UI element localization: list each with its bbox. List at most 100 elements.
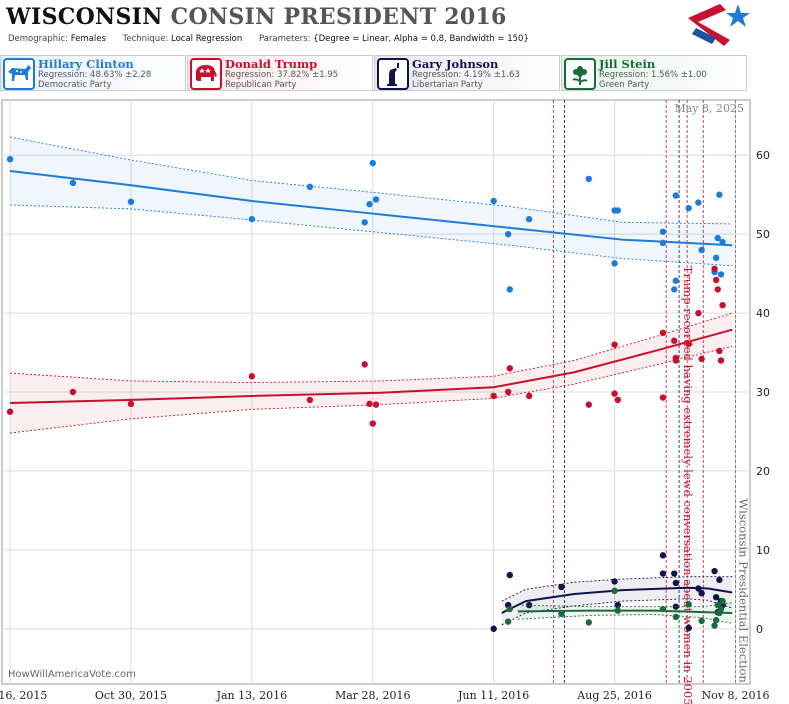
- poll-point: [672, 613, 680, 621]
- poll-point: [558, 610, 565, 617]
- band-lower-line: [517, 614, 733, 624]
- poll-point: [361, 361, 368, 368]
- candidate-party: Republican Party: [225, 80, 297, 90]
- confidence-band: [10, 313, 733, 434]
- poll-point: [719, 597, 726, 605]
- poll-point: [672, 277, 680, 284]
- poll-point: [69, 388, 77, 396]
- poll-point: [6, 155, 14, 163]
- poll-point: [366, 200, 373, 208]
- poll-point: [558, 583, 565, 591]
- poll-point: [248, 373, 256, 380]
- poll-point: [506, 605, 514, 613]
- candidate-card-stein[interactable]: Jill Stein Regression: 1.56% ±1.00 Green…: [561, 55, 747, 91]
- trend-line: [517, 609, 733, 614]
- demographic-label: Demographic:: [8, 34, 69, 44]
- poll-point: [671, 570, 678, 577]
- parameters-label: Parameters:: [258, 34, 311, 44]
- poll-point: [69, 179, 77, 187]
- poll-point: [659, 228, 667, 235]
- site-logo-icon[interactable]: [686, 2, 750, 48]
- y-tick-label: 10: [756, 544, 770, 557]
- candidate-party: Libertarian Party: [412, 80, 483, 90]
- poll-point: [585, 401, 592, 408]
- poll-point: [685, 624, 692, 632]
- trend-line: [10, 328, 733, 405]
- elephant-icon: [190, 58, 222, 90]
- poll-point: [127, 400, 135, 408]
- poll-point: [698, 355, 705, 363]
- poll-point: [585, 175, 592, 183]
- candidate-regression: Regression: 4.19% ±1.63: [412, 70, 520, 80]
- poll-point: [611, 260, 618, 267]
- poll-point: [372, 196, 380, 203]
- poll-point: [611, 341, 618, 348]
- page-title: WISCONSIN CONSIN PRESIDENT 2016: [6, 4, 507, 30]
- poll-point: [711, 265, 718, 273]
- band-upper-line: [501, 576, 733, 602]
- poll-chart[interactable]: 0 10 20 30 40 50 60 Aug 16, 2015 Oct 30, 2015 Jan…: [0, 94, 789, 704]
- poll-point: [716, 191, 723, 198]
- x-tick-label: Jan 13, 2016: [216, 689, 288, 702]
- candidate-name: Donald Trump: [225, 57, 318, 71]
- poll-point: [490, 197, 497, 205]
- poll-point: [716, 347, 723, 355]
- poll-point: [711, 567, 718, 575]
- candidate-regression: Regression: 48.63% ±2.28: [38, 70, 152, 80]
- x-tick-label: Mar 28, 2016: [335, 689, 411, 702]
- candidate-party: Democratic Party: [38, 80, 112, 90]
- y-tick-label: 40: [756, 307, 770, 320]
- trend-line: [501, 586, 733, 614]
- candidate-regression: Regression: 37.82% ±1.95: [225, 70, 339, 80]
- poll-point: [6, 408, 14, 415]
- candidate-name: Hillary Clinton: [38, 57, 134, 71]
- poll-point: [506, 571, 514, 579]
- poll-point: [717, 357, 725, 364]
- poll-point: [504, 230, 512, 238]
- poll-point: [127, 198, 135, 206]
- poll-point: [611, 390, 618, 397]
- poll-point: [525, 601, 533, 609]
- band-lower-line: [501, 598, 733, 626]
- poll-point: [712, 593, 720, 601]
- poll-point: [672, 192, 680, 199]
- poll-point: [712, 276, 720, 284]
- title-rest: CONSIN PRESIDENT 2016: [170, 4, 507, 30]
- y-tick-label: 30: [756, 386, 770, 399]
- poll-point: [695, 309, 702, 317]
- x-tick-label: Oct 30, 2015: [95, 689, 167, 702]
- confidence-band: [517, 602, 733, 624]
- parameters-value: {Degree = Linear, Alpha = 0.8, Bandwidth…: [313, 34, 529, 44]
- candidate-card-clinton[interactable]: Hillary Clinton Regression: 48.63% ±2.28…: [0, 55, 186, 91]
- band-lower-line: [10, 345, 733, 434]
- x-tick-label: Aug 16, 2015: [0, 689, 47, 702]
- poll-point: [698, 590, 705, 597]
- poll-point: [672, 579, 680, 587]
- candidate-card-trump[interactable]: Donald Trump Regression: 37.82% ±1.95 Re…: [187, 55, 373, 91]
- x-tick-label: Nov 8, 2016: [702, 689, 770, 702]
- poll-point: [714, 234, 721, 242]
- candidate-card-johnson[interactable]: Gary Johnson Regression: 4.19% ±1.63 Lib…: [374, 55, 560, 91]
- y-tick-label: 60: [756, 149, 770, 162]
- poll-point: [366, 400, 373, 408]
- poll-point: [711, 622, 718, 629]
- flower-icon: [564, 58, 596, 90]
- parameters-line: Demographic: Females Technique: Local Re…: [8, 34, 543, 44]
- demographic-value: Females: [70, 34, 106, 44]
- poll-point: [659, 329, 667, 337]
- poll-point: [659, 394, 667, 401]
- poll-point: [672, 357, 680, 364]
- liberty-statue-icon: [377, 58, 409, 90]
- poll-point: [361, 219, 368, 226]
- poll-point: [719, 238, 726, 246]
- poll-point: [614, 396, 622, 404]
- candidate-name: Jill Stein: [599, 57, 656, 71]
- poll-point: [717, 605, 725, 613]
- poll-point: [306, 396, 314, 404]
- poll-point: [698, 246, 705, 254]
- y-tick-label: 20: [756, 465, 770, 478]
- poll-point: [685, 204, 692, 212]
- poll-point: [659, 570, 667, 577]
- poll-point: [611, 578, 618, 585]
- band-lower-line: [10, 204, 733, 267]
